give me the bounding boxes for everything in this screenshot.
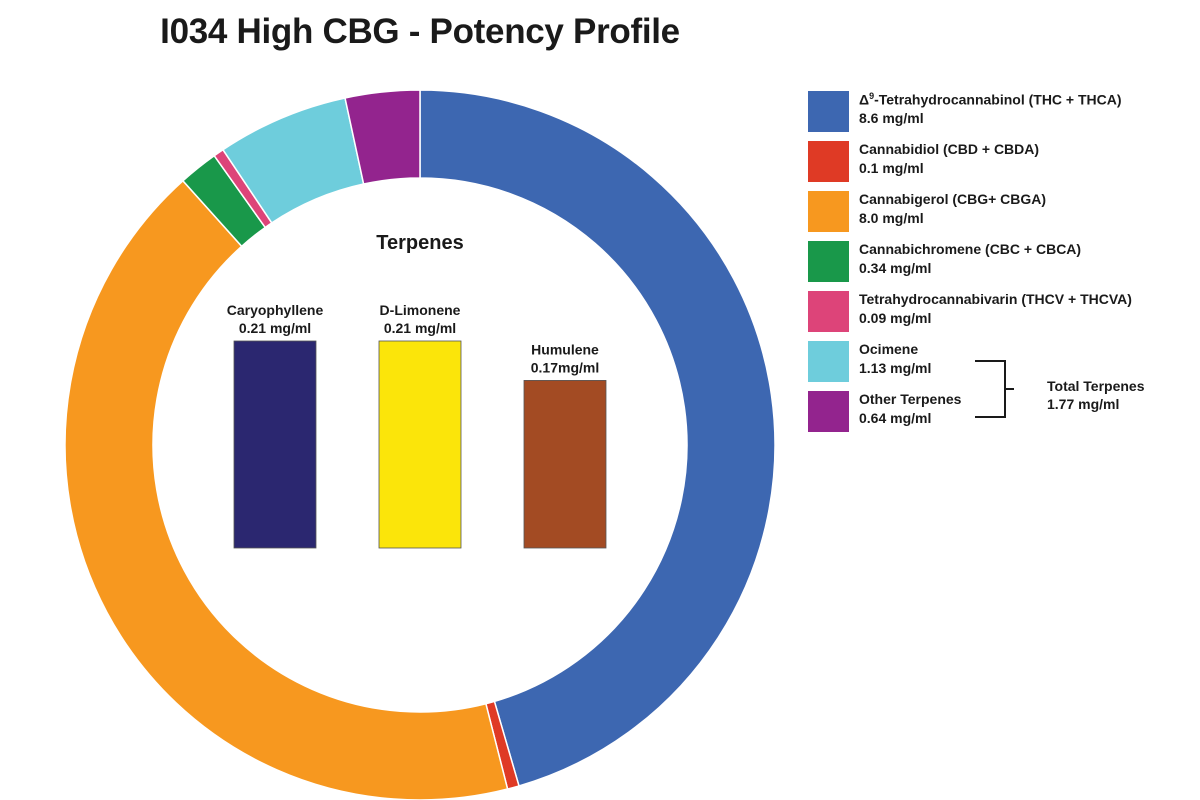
legend: Δ9-Tetrahydrocannabinol (THC + THCA) 8.6 … [808, 90, 1198, 440]
legend-value: 8.6 mg/ml [859, 110, 924, 126]
legend-label: Cannabichromene (CBC + CBCA) [859, 241, 1082, 257]
legend-label: Cannabigerol (CBG+ CBGA) [859, 191, 1047, 207]
terpene-bar-chart: Terpenes Caryophyllene 0.21 mg/ml D-Limonen… [227, 232, 607, 549]
legend-item: Ocimene 1.13 mg/ml [808, 340, 1198, 390]
legend-swatch [808, 341, 849, 382]
bar-caryophyllene [233, 340, 317, 549]
legend-swatch [808, 91, 849, 132]
legend-item: Cannabigerol (CBG+ CBGA) 8.0 mg/ml [808, 190, 1198, 240]
legend-swatch [808, 291, 849, 332]
donut-slice-other-terpenes [344, 89, 421, 185]
legend-item: Δ9-Tetrahydrocannabinol (THC + THCA) 8.6 … [808, 90, 1198, 140]
bar-label-humulene: Humulene [531, 341, 599, 357]
bar-humulene [523, 380, 607, 549]
bar-label-caryophyllene: Caryophyllene [227, 302, 324, 318]
legend-label: Other Terpenes [859, 391, 962, 407]
total-terpenes: Total Terpenes 1.77 mg/ml [1047, 377, 1145, 413]
legend-value: 0.1 mg/ml [859, 160, 924, 176]
bar-label-d-limonene: D-Limonene [380, 302, 461, 318]
legend-swatch [808, 391, 849, 432]
donut-chart [64, 89, 776, 800]
legend-value: 8.0 mg/ml [859, 210, 924, 226]
donut-slice-cannabigerol-cbg-cbga [64, 179, 509, 800]
legend-value: 0.09 mg/ml [859, 310, 932, 326]
legend-item: Other Terpenes 0.64 mg/ml [808, 390, 1198, 440]
bar-value-humulene: 0.17mg/ml [531, 359, 599, 375]
donut-slice-9-tetrahydrocannabinol-thc-thca [419, 89, 776, 787]
total-terpenes-bracket [975, 360, 1014, 418]
legend-swatch [808, 241, 849, 282]
legend-value: 1.13 mg/ml [859, 360, 932, 376]
legend-swatch [808, 191, 849, 232]
bar-d-limonene [378, 340, 462, 549]
legend-swatch [808, 141, 849, 182]
legend-value: 0.34 mg/ml [859, 260, 932, 276]
legend-label: Cannabidiol (CBD + CBDA) [859, 141, 1040, 157]
legend-item: Tetrahydrocannabivarin (THCV + THCVA) 0.0… [808, 290, 1198, 340]
total-terpenes-label: Total Terpenes [1047, 378, 1145, 394]
chart-area: Terpenes Caryophyllene 0.21 mg/ml D-Limonen… [64, 89, 776, 800]
bar-value-d-limonene: 0.21 mg/ml [384, 320, 456, 336]
total-terpenes-value: 1.77 mg/ml [1047, 396, 1120, 412]
legend-item: Cannabidiol (CBD + CBDA) 0.1 mg/ml [808, 140, 1198, 190]
chart-title: I034 High CBG - Potency Profile [160, 12, 680, 51]
legend-item: Cannabichromene (CBC + CBCA) 0.34 mg/ml [808, 240, 1198, 290]
legend-label: Ocimene [859, 341, 919, 357]
bar-value-caryophyllene: 0.21 mg/ml [239, 320, 311, 336]
legend-label: Δ9-Tetrahydrocannabinol (THC + THCA) [859, 91, 1122, 108]
legend-value: 0.64 mg/ml [859, 410, 932, 426]
terpenes-title: Terpenes [376, 232, 463, 254]
legend-label: Tetrahydrocannabivarin (THCV + THCVA) [859, 291, 1132, 307]
